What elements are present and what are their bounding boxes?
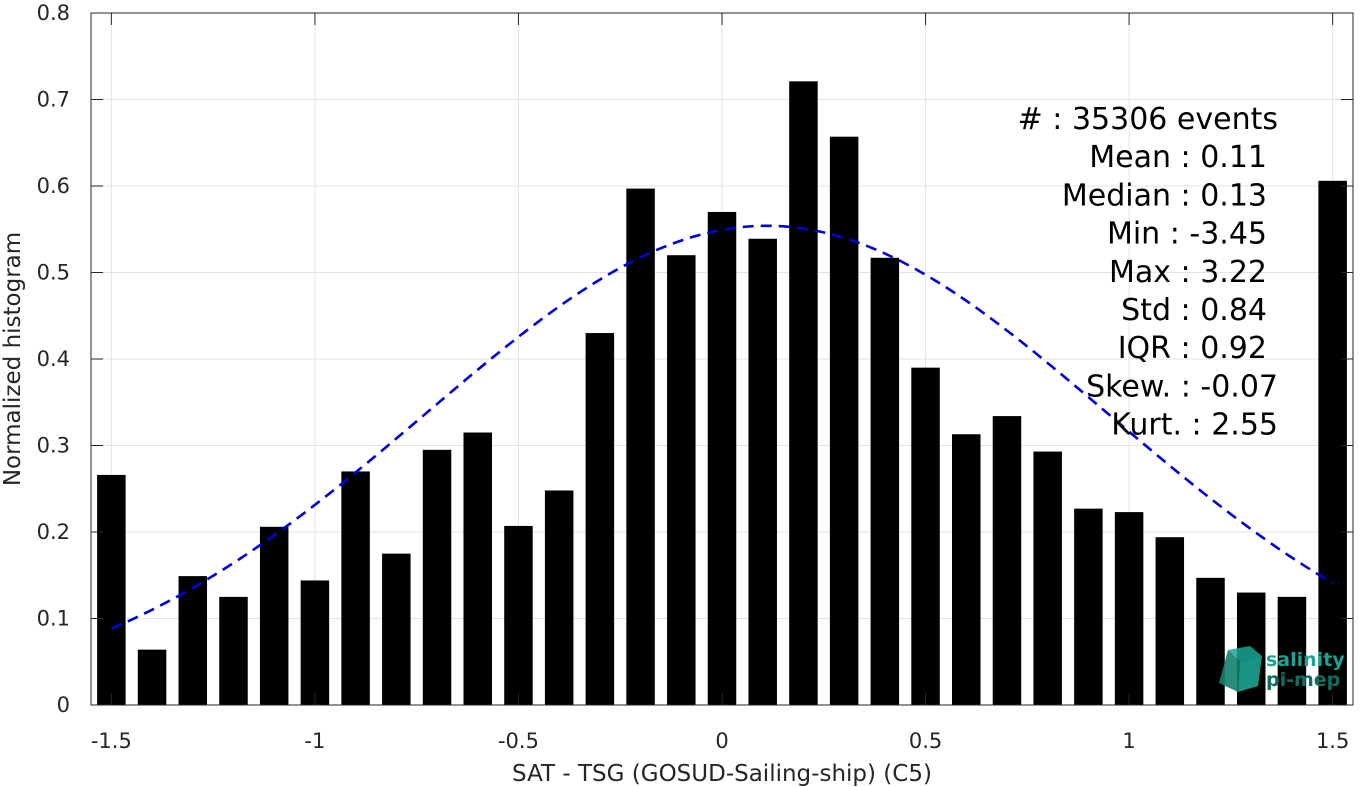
x-tick-label: 0 xyxy=(715,729,728,753)
histogram-bar xyxy=(382,553,411,705)
y-tick-labels: 0 0.1 0.2 0.3 0.4 0.5 0.6 0.7 0.8 xyxy=(37,1,70,717)
histogram-bar xyxy=(97,474,126,705)
y-tick-label: 0.2 xyxy=(37,520,70,544)
histogram-bar xyxy=(300,580,330,705)
stat-line: Median : 0.13 xyxy=(1062,178,1267,213)
y-tick-label: 0 xyxy=(57,693,70,717)
histogram-bar xyxy=(137,649,167,705)
stat-line: Max : 3.22 xyxy=(1109,255,1267,290)
histogram-bar xyxy=(1196,577,1225,705)
histogram-bar xyxy=(1318,180,1347,705)
histogram-bar xyxy=(178,576,208,705)
histogram-bars xyxy=(97,81,1347,706)
stat-line: IQR : 0.92 xyxy=(1118,331,1267,366)
histogram-bar xyxy=(463,432,492,705)
histogram-bar xyxy=(219,596,248,705)
logo-text-pi-mep: pi-mep xyxy=(1266,669,1340,691)
histogram-bar xyxy=(829,136,859,705)
y-tick-label: 0.7 xyxy=(37,88,70,112)
x-tick-label: -0.5 xyxy=(498,729,539,753)
x-tick-label: 1 xyxy=(1122,729,1135,753)
y-tick-label: 0.5 xyxy=(37,261,70,285)
x-tick-labels: -1.5 -1 -0.5 0 0.5 1 1.5 xyxy=(91,729,1349,753)
histogram-bar xyxy=(748,238,777,705)
x-axis-label: SAT - TSG (GOSUD-Sailing-ship) (C5) xyxy=(512,761,932,787)
stat-line: # : 35306 events xyxy=(1018,102,1278,137)
histogram-bar xyxy=(911,367,940,705)
y-tick-label: 0.8 xyxy=(37,1,70,25)
histogram-bar xyxy=(789,81,818,705)
normal-fit-curve xyxy=(110,224,1334,630)
histogram-bar xyxy=(870,257,900,705)
x-tick-label: 0.5 xyxy=(909,729,942,753)
stat-line: Skew. : -0.07 xyxy=(1086,369,1278,404)
stat-line: Std : 0.84 xyxy=(1121,293,1267,328)
logo-cube-icon xyxy=(1219,646,1262,692)
y-axis-label: Normalized histogram xyxy=(0,232,26,486)
x-tick-label: -1.5 xyxy=(91,729,132,753)
y-tick-label: 0.4 xyxy=(37,347,70,371)
histogram-bar xyxy=(341,471,370,705)
histogram-bar xyxy=(585,333,615,705)
histogram-bar xyxy=(952,434,981,705)
histogram-bar xyxy=(707,211,737,705)
histogram-bar xyxy=(1033,451,1062,705)
logo-text-salinity: salinity xyxy=(1266,649,1345,671)
histogram-bar xyxy=(1155,537,1185,705)
salinity-pi-mep-logo: salinity pi-mep xyxy=(1219,646,1345,692)
axis-ticks xyxy=(91,12,1353,706)
x-tick-label: -1 xyxy=(304,729,325,753)
histogram-bar xyxy=(504,525,533,705)
y-tick-label: 0.1 xyxy=(37,607,70,631)
y-tick-label: 0.6 xyxy=(37,174,70,198)
y-tick-label: 0.3 xyxy=(37,434,70,458)
histogram-bar xyxy=(1277,596,1307,705)
histogram-bar xyxy=(544,490,574,705)
histogram-bar xyxy=(667,255,696,705)
stat-line: Min : -3.45 xyxy=(1107,217,1267,252)
histogram-bar xyxy=(992,416,1022,705)
stat-line: Mean : 0.11 xyxy=(1089,140,1267,175)
stat-line: Kurt. : 2.55 xyxy=(1111,408,1278,443)
histogram-bar xyxy=(422,449,452,705)
histogram-bar xyxy=(1074,508,1103,705)
histogram-bar xyxy=(259,526,289,705)
histogram-bar xyxy=(626,188,655,706)
x-tick-label: 1.5 xyxy=(1316,729,1349,753)
histogram-bar xyxy=(1114,512,1144,705)
